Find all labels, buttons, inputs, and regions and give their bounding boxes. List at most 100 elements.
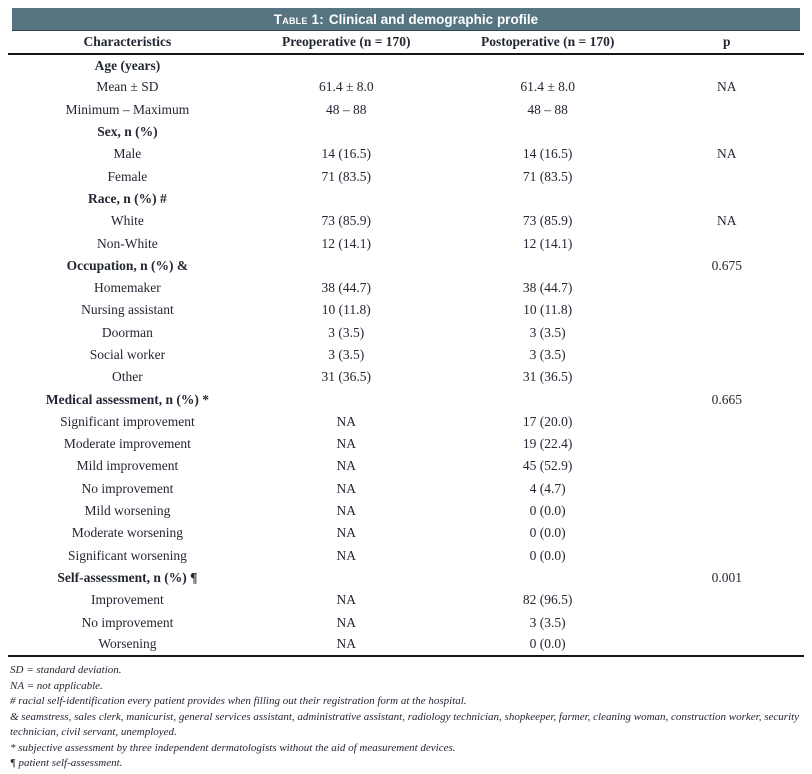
table-row: Worsening NA 0 (0.0) [8,634,804,656]
postoperative-value [446,567,650,589]
row-label: Improvement [91,592,164,608]
postoperative-value: 0 (0.0) [529,547,566,563]
row-label: Moderate improvement [63,436,191,452]
row-label: Female [107,168,148,184]
header-row: Characteristics Preoperative (n = 170) P… [8,32,804,55]
row-label: Mean ± SD [96,79,159,95]
p-value [650,478,804,500]
table-row: Nursing assistant 10 (11.8) 10 (11.8) [8,299,804,321]
table-title: Clinical and demographic profile [328,11,539,27]
row-label: No improvement [81,480,174,496]
p-value [650,299,804,321]
postoperative-value: 71 (83.5) [522,168,573,184]
p-value [650,121,804,143]
p-value [650,455,804,477]
p-value [650,366,804,388]
table-row: Medical assessment, n (%) * 0.665 [8,388,804,410]
postoperative-value: 19 (22.4) [522,436,573,452]
postoperative-value [446,188,650,210]
p-value: NA [717,213,737,229]
postoperative-value: 17 (20.0) [522,413,573,429]
preoperative-value: NA [336,547,357,563]
row-label: Sex, n (%) [97,124,158,140]
table-row: No improvement NA 3 (3.5) [8,611,804,633]
table-row: Homemaker 38 (44.7) 38 (44.7) [8,277,804,299]
footnotes: SD = standard deviation. NA = not applica… [8,663,804,772]
table-row: Non-White 12 (14.1) 12 (14.1) [8,232,804,254]
p-value [650,500,804,522]
footnote-line: SD = standard deviation. [10,664,122,676]
table-row: Age (years) [8,54,804,76]
p-value [650,99,804,121]
table-row: Sex, n (%) [8,121,804,143]
table-row: Doorman 3 (3.5) 3 (3.5) [8,322,804,344]
preoperative-value: 31 (36.5) [321,369,372,385]
preoperative-value: NA [336,592,357,608]
row-label: Minimum – Maximum [65,101,190,117]
preoperative-value: NA [336,436,357,452]
p-value [650,433,804,455]
table-row: Minimum – Maximum 48 – 88 48 – 88 [8,99,804,121]
row-label: Self-assessment, n (%) ¶ [57,569,198,585]
p-value [650,522,804,544]
row-label: Mild improvement [76,458,179,474]
postoperative-value: 82 (96.5) [522,592,573,608]
col-header-preoperative: Preoperative (n = 170) [246,32,446,55]
p-value [650,277,804,299]
postoperative-value: 0 (0.0) [529,503,566,519]
p-value: 0.665 [711,391,742,407]
p-value: NA [717,79,737,95]
p-value: 0.001 [711,569,742,585]
table-row: No improvement NA 4 (4.7) [8,478,804,500]
row-label: Doorman [101,324,153,340]
preoperative-value [247,188,446,210]
row-label: Medical assessment, n (%) * [45,391,209,407]
table-row: Other 31 (36.5) 31 (36.5) [8,366,804,388]
p-value [650,54,804,76]
table-row: Moderate worsening NA 0 (0.0) [8,522,804,544]
postoperative-value: 31 (36.5) [522,369,573,385]
preoperative-value: NA [336,458,357,474]
row-label: Moderate worsening [71,525,184,541]
preoperative-value: NA [336,413,357,429]
p-value: 0.675 [711,257,742,273]
table-row: Male 14 (16.5) 14 (16.5) NA [8,143,804,165]
postoperative-value: 0 (0.0) [529,636,566,652]
postoperative-value [446,388,650,410]
p-value [650,545,804,567]
postoperative-value: 3 (3.5) [529,324,566,340]
footnote-line: & seamstress, sales clerk, manicurist, g… [10,710,800,739]
row-label: Race, n (%) # [88,190,167,206]
preoperative-value: NA [336,480,357,496]
postoperative-value: 3 (3.5) [529,614,566,630]
preoperative-value [247,121,446,143]
row-label: Mild worsening [84,503,171,519]
row-label: Nursing assistant [81,302,174,318]
table-row: Significant improvement NA 17 (20.0) [8,411,804,433]
postoperative-value: 73 (85.9) [522,213,573,229]
preoperative-value: NA [336,614,357,630]
postoperative-value [446,255,650,277]
footnote-line: ¶ patient self-assessment. [10,757,123,769]
table-title-bar: Table 1: Clinical and demographic profil… [12,8,800,31]
clinical-demographic-table: Characteristics Preoperative (n = 170) P… [8,32,804,658]
col-header-p: p [649,32,804,55]
postoperative-value: 38 (44.7) [522,280,573,296]
preoperative-value: 14 (16.5) [321,146,372,162]
preoperative-value [247,54,446,76]
col-header-postoperative: Postoperative (n = 170) [445,32,650,55]
p-value [650,634,804,656]
preoperative-value: 38 (44.7) [321,280,372,296]
table-row: Moderate improvement NA 19 (22.4) [8,433,804,455]
p-value [650,188,804,210]
table-row: Mean ± SD 61.4 ± 8.0 61.4 ± 8.0 NA [8,76,804,98]
table-row: Social worker 3 (3.5) 3 (3.5) [8,344,804,366]
table-row: Mild improvement NA 45 (52.9) [8,455,804,477]
postoperative-value: 10 (11.8) [523,302,573,318]
preoperative-value: 12 (14.1) [321,235,372,251]
row-label: Non-White [97,235,158,251]
footnote-line: # racial self-identification every patie… [10,695,467,707]
preoperative-value: 71 (83.5) [321,168,372,184]
footnote-line: NA = not applicable. [10,679,103,692]
preoperative-value: 73 (85.9) [321,213,372,229]
